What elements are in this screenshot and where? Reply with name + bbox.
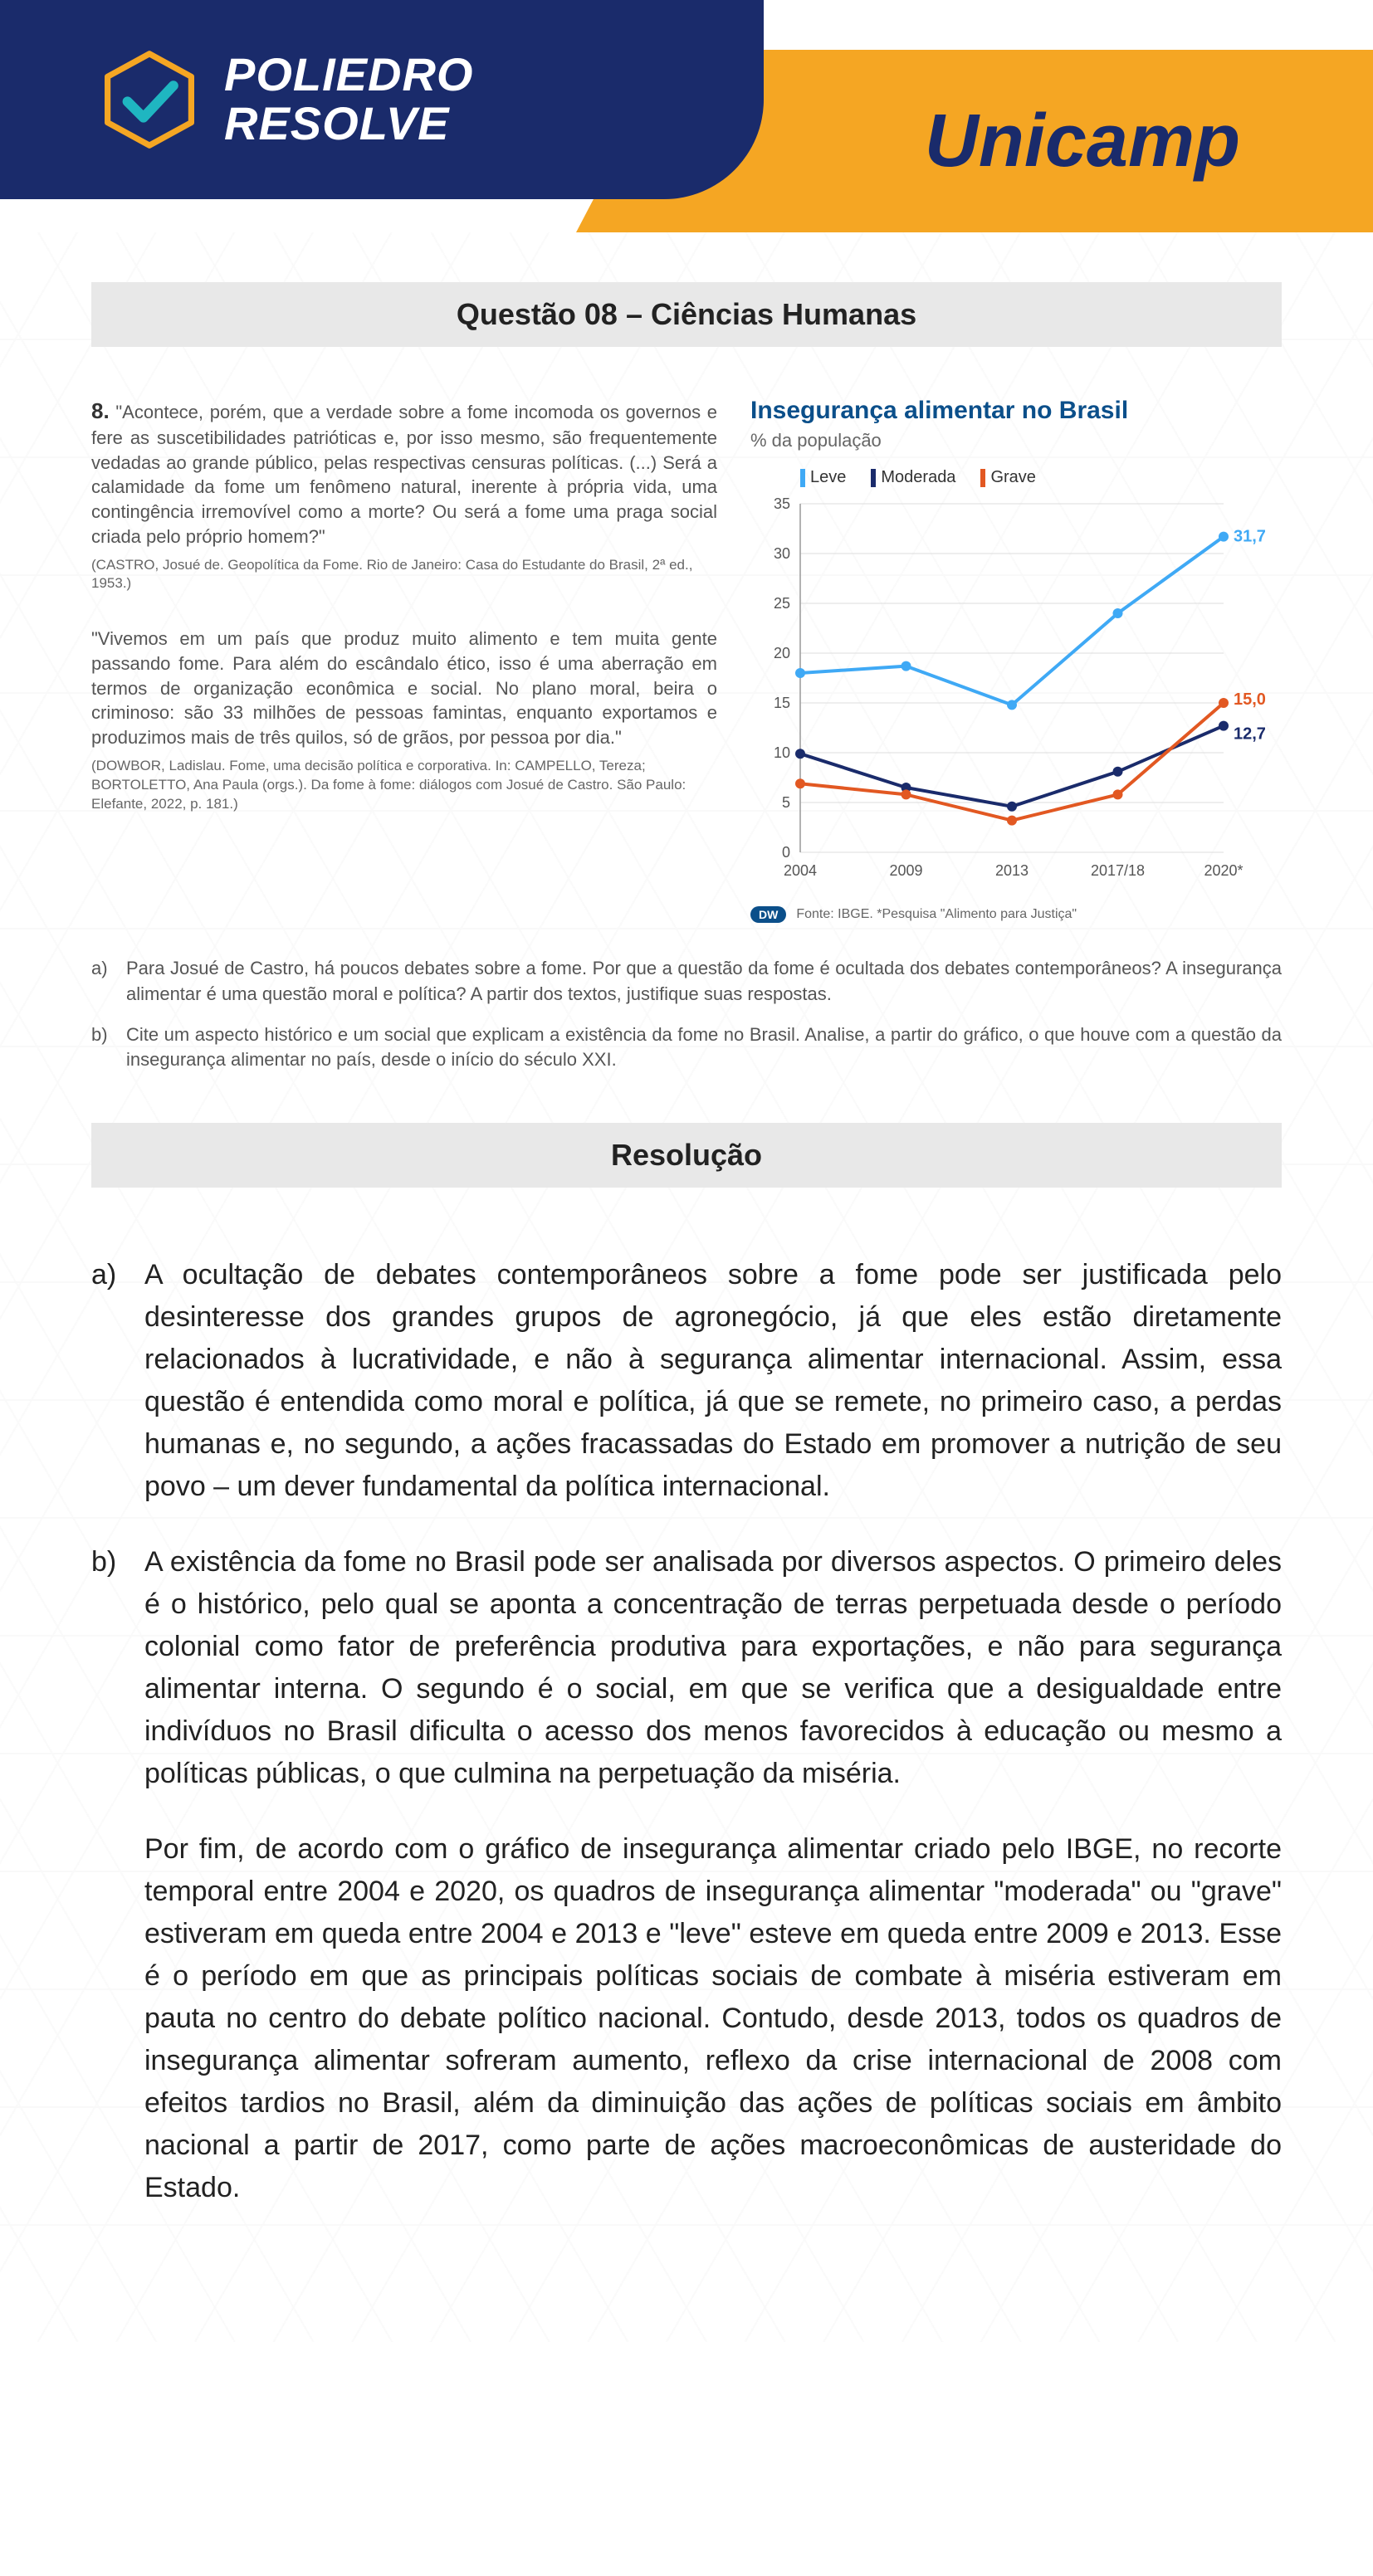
answer-b: b) A existência da fome no Brasil pode s… [91, 1541, 1282, 1795]
answer-b-text-1: A existência da fome no Brasil pode ser … [144, 1541, 1282, 1795]
svg-text:15: 15 [774, 695, 790, 711]
answer-b-label: b) [91, 1541, 131, 1795]
svg-text:12,7: 12,7 [1234, 725, 1266, 744]
svg-text:30: 30 [774, 545, 790, 562]
answer-a-label: a) [91, 1254, 131, 1508]
page-content: Questão 08 – Ciências Humanas 8. "Aconte… [0, 232, 1373, 2342]
line-chart: 0 5 10 15 20 25 30 35 2004 2009 2013 2017/18 2020* 31… [750, 495, 1282, 894]
question-item-b: b) Cite um aspecto histórico e um social… [91, 1022, 1282, 1074]
resolution-section-title: Resolução [91, 1123, 1282, 1188]
legend-swatch-moderada [871, 469, 876, 487]
chart-subtitle: % da população [750, 430, 1282, 451]
answer-a-text: A ocultação de debates contemporâneos so… [144, 1254, 1282, 1508]
chart-legend: Leve Moderada Grave [750, 468, 1282, 487]
question-chart-column: Insegurança alimentar no Brasil % da pop… [750, 397, 1282, 923]
svg-text:31,7: 31,7 [1234, 528, 1266, 546]
svg-text:2017/18: 2017/18 [1091, 862, 1145, 879]
chart-footer: DW Fonte: IBGE. *Pesquisa "Alimento para… [750, 906, 1282, 923]
brand-line2: RESOLVE [224, 100, 473, 149]
brand-line1: POLIEDRO [224, 51, 473, 100]
svg-text:20: 20 [774, 645, 790, 661]
question-items: a) Para Josué de Castro, há poucos debat… [91, 956, 1282, 1073]
legend-swatch-grave [980, 469, 985, 487]
svg-text:2013: 2013 [995, 862, 1029, 879]
answer-a: a) A ocultação de debates contemporâneos… [91, 1254, 1282, 1508]
legend-swatch-leve [800, 469, 805, 487]
legend-moderada: Moderada [871, 468, 955, 487]
question-number: 8. [91, 398, 110, 423]
chart-title: Insegurança alimentar no Brasil [750, 397, 1282, 425]
svg-text:2020*: 2020* [1204, 862, 1243, 879]
item-b-text: Cite um aspecto histórico e um social qu… [126, 1022, 1282, 1074]
dw-badge-icon: DW [750, 906, 786, 923]
svg-text:10: 10 [774, 744, 790, 761]
item-a-text: Para Josué de Castro, há poucos debates … [126, 956, 1282, 1007]
svg-text:5: 5 [782, 794, 790, 811]
quote1-text: "Acontece, porém, que a verdade sobre a … [91, 402, 717, 547]
question-quote-1: 8. "Acontece, porém, que a verdade sobre… [91, 397, 717, 549]
legend-grave: Grave [980, 468, 1035, 487]
svg-text:0: 0 [782, 844, 790, 861]
question-item-a: a) Para Josué de Castro, há poucos debat… [91, 956, 1282, 1007]
brand-logo-icon [100, 50, 199, 149]
answer-b-text-2: Por fim, de acordo com o gráfico de inse… [144, 1828, 1282, 2209]
item-b-label: b) [91, 1022, 115, 1074]
question-block: 8. "Acontece, porém, que a verdade sobre… [91, 397, 1282, 923]
svg-text:2004: 2004 [784, 862, 817, 879]
exam-name: Unicamp [925, 99, 1240, 184]
svg-text:2009: 2009 [889, 862, 922, 879]
chart-footer-text: Fonte: IBGE. *Pesquisa "Alimento para Ju… [796, 907, 1077, 922]
item-a-label: a) [91, 956, 115, 1007]
question-source-1: (CASTRO, Josué de. Geopolítica da Fome. … [91, 556, 717, 594]
svg-text:25: 25 [774, 595, 790, 612]
header-blue-banner: POLIEDRO RESOLVE [0, 0, 764, 199]
legend-leve: Leve [800, 468, 846, 487]
question-section-title: Questão 08 – Ciências Humanas [91, 282, 1282, 347]
svg-text:15,0: 15,0 [1234, 690, 1266, 709]
question-left-column: 8. "Acontece, porém, que a verdade sobre… [91, 397, 717, 923]
question-quote-2: "Vivemos em um país que produz muito ali… [91, 627, 717, 749]
question-source-2: (DOWBOR, Ladislau. Fome, uma decisão pol… [91, 757, 717, 814]
page-header: Unicamp POLIEDRO RESOLVE [0, 0, 1373, 232]
brand-text: POLIEDRO RESOLVE [224, 51, 473, 149]
svg-text:35: 35 [774, 495, 790, 512]
